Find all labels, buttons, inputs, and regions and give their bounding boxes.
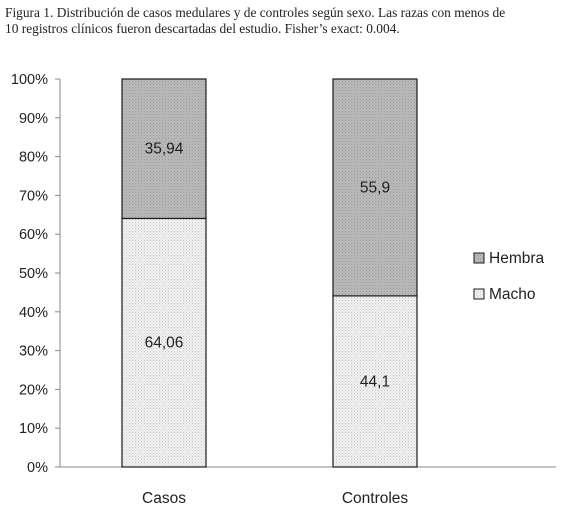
bar-segment-hembra-casos: [121, 78, 207, 220]
y-tick-label: 100%: [11, 72, 48, 88]
y-tick-label: 0%: [27, 460, 48, 476]
y-tick-label: 50%: [19, 266, 48, 282]
data-label: 35,94: [145, 141, 184, 158]
legend-swatch-hembra: [473, 252, 485, 264]
y-tick-label: 40%: [19, 305, 48, 321]
figure-caption: Figura 1. Distribución de casos medulare…: [5, 5, 575, 37]
x-category-label: Casos: [142, 490, 186, 507]
y-tick-label: 70%: [19, 188, 48, 204]
data-label: 55,9: [360, 179, 390, 196]
axes: 0% 10% 20% 30% 40% 50% 60% 70% 80% 90% 100%: [11, 72, 556, 476]
y-tick-label: 80%: [19, 150, 48, 166]
y-tick-label: 60%: [19, 227, 48, 243]
y-tick-label: 90%: [19, 111, 48, 127]
y-tick-label: 20%: [19, 382, 48, 398]
legend-label-hembra: Hembra: [489, 250, 545, 267]
legend: Hembra Macho: [473, 250, 545, 303]
y-tick-label: 10%: [19, 421, 48, 437]
legend-swatch-macho: [473, 288, 485, 300]
bar-segment-macho-casos: [121, 217, 207, 468]
legend-label-macho: Macho: [489, 286, 536, 303]
bar-segment-hembra-controles: [332, 78, 418, 297]
data-label: 44,1: [360, 373, 390, 390]
y-tick-label: 30%: [19, 344, 48, 360]
caption-line-2: 10 registros clínicos fueron descartadas…: [5, 21, 400, 36]
data-label: 64,06: [145, 335, 184, 352]
bars: 64,06 35,94 Casos 44,1 55,9 Controles: [121, 78, 418, 507]
caption-line-1: Figura 1. Distribución de casos medulare…: [5, 5, 506, 20]
x-category-label: Controles: [342, 490, 409, 507]
